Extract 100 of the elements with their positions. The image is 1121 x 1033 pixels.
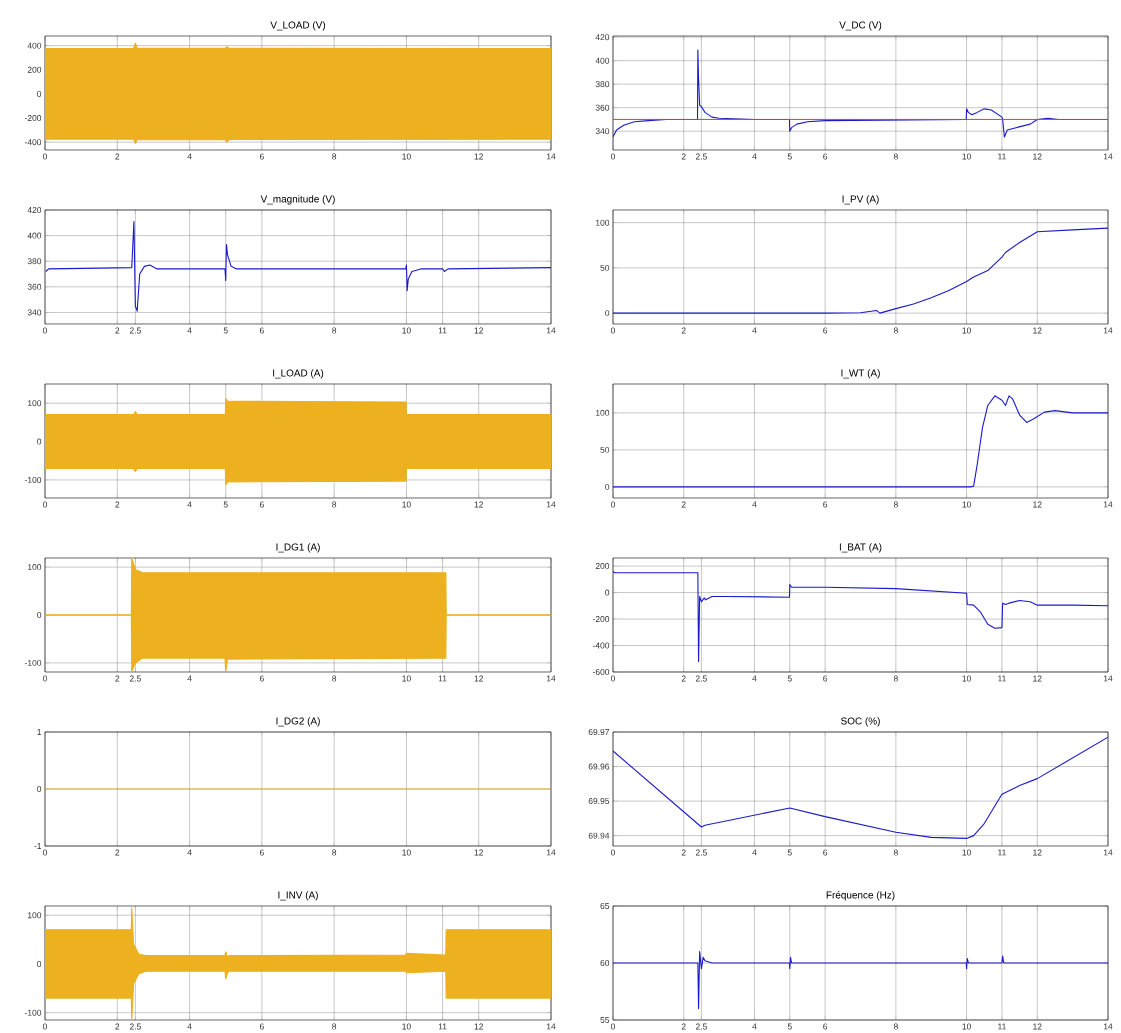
chart-title: I_DG1 (A) — [276, 543, 320, 553]
chart-title: V_LOAD (V) — [270, 21, 326, 31]
x-tick-label: 12 — [1033, 327, 1042, 334]
x-tick-label: 12 — [1033, 675, 1042, 682]
y-tick-label: 60 — [600, 960, 610, 967]
y-tick-label: 380 — [595, 81, 610, 88]
x-tick-label: 4 — [187, 849, 192, 856]
x-tick-label: 2.5 — [695, 849, 707, 856]
x-tick-label: 0 — [42, 675, 48, 682]
chart-title: V_magnitude (V) — [260, 195, 335, 205]
chart-title: Fréquence (Hz) — [826, 891, 895, 901]
x-tick-label: 14 — [1103, 849, 1113, 856]
y-tick-label: 360 — [27, 283, 42, 290]
x-tick-label: 12 — [474, 849, 483, 856]
y-tick-label: 400 — [595, 57, 610, 64]
y-tick-label: 65 — [600, 903, 610, 910]
x-tick-label: 12 — [1033, 1023, 1042, 1030]
y-tick-label: 69.95 — [588, 798, 610, 805]
x-tick-label: 6 — [259, 327, 264, 334]
chart-title: I_DG2 (A) — [276, 717, 320, 727]
y-tick-label: 400 — [27, 232, 42, 239]
y-tick-label: 1 — [37, 729, 42, 735]
x-tick-label: 2 — [115, 153, 120, 160]
chart-title: SOC (%) — [841, 717, 880, 727]
x-tick-label: 5 — [223, 327, 228, 334]
x-tick-label: 4 — [752, 501, 757, 508]
x-tick-label: 2 — [681, 675, 686, 682]
y-tick-label: 0 — [605, 483, 610, 490]
x-tick-label: 6 — [259, 501, 264, 508]
x-tick-label: 8 — [332, 501, 337, 508]
x-tick-label: 5 — [787, 849, 792, 856]
line-series — [613, 227, 1109, 314]
line-series — [613, 570, 1109, 663]
x-tick-label: 4 — [752, 153, 757, 160]
x-tick-label: 10 — [962, 849, 971, 856]
x-tick-label: 2 — [681, 501, 686, 508]
x-tick-label: 6 — [259, 153, 264, 160]
x-tick-label: 8 — [332, 1023, 337, 1030]
x-tick-label: 10 — [402, 1023, 411, 1030]
y-tick-label: 420 — [27, 207, 42, 214]
x-tick-label: 6 — [823, 327, 828, 334]
x-tick-label: 14 — [1103, 153, 1113, 160]
x-tick-label: 8 — [332, 675, 337, 682]
y-tick-label: 69.96 — [588, 763, 610, 770]
y-tick-label: 69.94 — [588, 832, 610, 839]
x-tick-label: 14 — [546, 849, 556, 856]
y-tick-label: 55 — [600, 1017, 610, 1024]
x-tick-label: 10 — [402, 153, 411, 160]
line-series — [613, 736, 1109, 840]
x-tick-label: 0 — [610, 153, 616, 160]
y-tick-label: 69.97 — [588, 729, 610, 736]
y-tick-label: -100 — [24, 477, 42, 484]
x-tick-label: 12 — [1033, 153, 1042, 160]
x-tick-label: 2.5 — [129, 1023, 141, 1030]
x-tick-label: 0 — [42, 849, 48, 856]
x-tick-label: 5 — [787, 153, 792, 160]
x-tick-label: 2.5 — [129, 327, 141, 334]
x-tick-label: 0 — [610, 849, 616, 856]
x-tick-label: 11 — [438, 675, 447, 682]
x-tick-label: 0 — [610, 327, 616, 334]
x-tick-label: 12 — [1033, 849, 1042, 856]
y-tick-label: 0 — [37, 438, 42, 445]
x-tick-label: 11 — [438, 1023, 447, 1030]
x-tick-label: 2 — [681, 1023, 686, 1030]
x-tick-label: 6 — [259, 675, 264, 682]
y-tick-label: -600 — [592, 669, 610, 676]
y-tick-label: 0 — [37, 786, 42, 793]
y-tick-label: 100 — [28, 912, 42, 919]
chart-title: I_LOAD (A) — [273, 369, 324, 379]
line-series — [613, 951, 1109, 1010]
x-tick-label: 4 — [752, 1023, 757, 1030]
x-tick-label: 8 — [893, 153, 898, 160]
x-tick-label: 14 — [546, 327, 556, 334]
x-tick-label: 14 — [546, 501, 556, 508]
y-tick-label: 360 — [595, 104, 610, 111]
x-tick-label: 8 — [893, 849, 898, 856]
x-tick-label: 5 — [787, 675, 792, 682]
y-tick-label: 340 — [27, 309, 42, 316]
x-tick-label: 6 — [823, 849, 828, 856]
x-tick-label: 2 — [115, 327, 120, 334]
x-tick-label: 0 — [42, 1023, 48, 1030]
x-tick-label: 2 — [681, 849, 686, 856]
x-tick-label: 2 — [115, 849, 120, 856]
y-tick-label: 200 — [27, 66, 42, 73]
x-tick-label: 12 — [474, 501, 483, 508]
x-tick-label: 11 — [438, 327, 447, 334]
y-tick-label: 0 — [605, 589, 610, 596]
x-tick-label: 5 — [787, 1023, 792, 1030]
x-tick-label: 5 — [223, 501, 228, 508]
x-tick-label: 4 — [752, 675, 757, 682]
y-tick-label: 50 — [600, 446, 610, 453]
x-tick-label: 8 — [893, 1023, 898, 1030]
line-series — [613, 395, 1109, 488]
x-tick-label: 2.5 — [695, 675, 707, 682]
y-tick-label: 0 — [37, 90, 42, 97]
x-tick-label: 10 — [962, 1023, 971, 1030]
x-tick-label: 0 — [610, 675, 616, 682]
x-tick-label: 2.5 — [695, 153, 707, 160]
y-tick-label: -200 — [592, 616, 610, 623]
x-tick-label: 6 — [259, 849, 264, 856]
